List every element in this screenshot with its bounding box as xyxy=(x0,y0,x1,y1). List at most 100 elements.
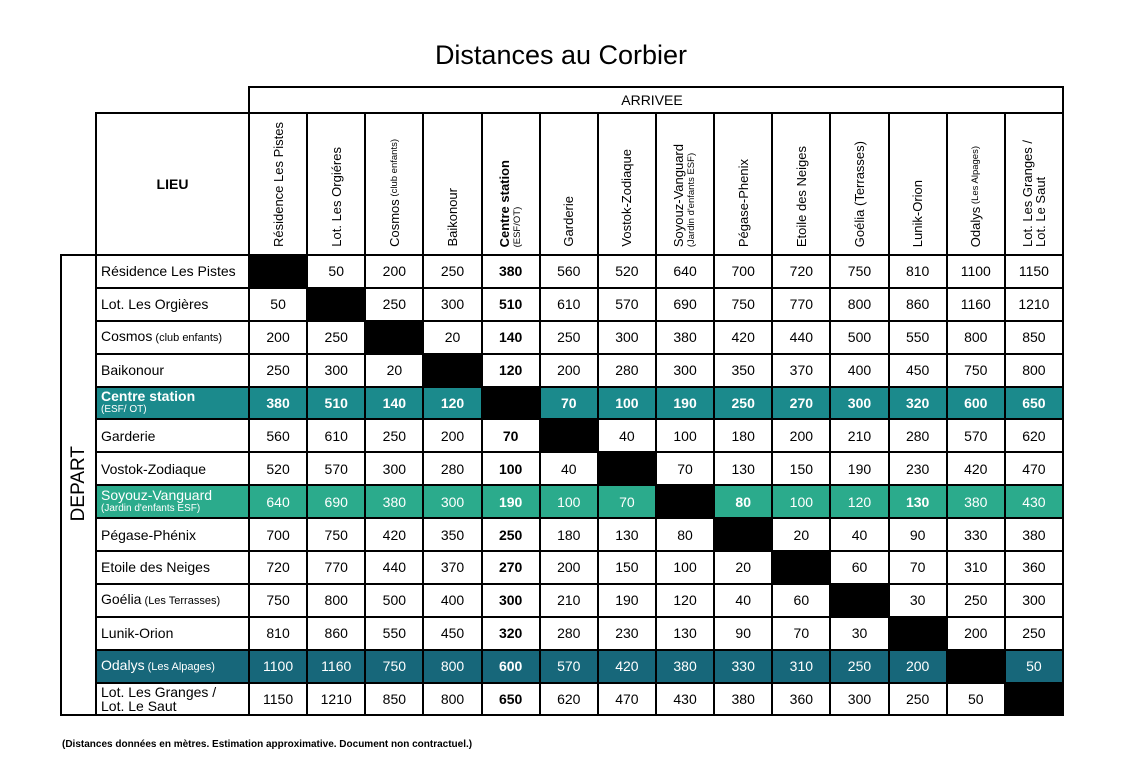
column-header-label: Centre station (ESF/OT) xyxy=(497,156,524,251)
distance-cell: 90 xyxy=(713,615,774,651)
row-label: Cosmos (club enfants) xyxy=(95,319,250,355)
distance-cell: 610 xyxy=(538,286,599,322)
column-header-label: Goélia (Terrasses) xyxy=(851,137,867,251)
distance-cell: 40 xyxy=(538,451,599,487)
distance-cell: 250 xyxy=(713,385,774,421)
distance-cell: 130 xyxy=(887,484,948,520)
distance-cell: 600 xyxy=(945,385,1006,421)
column-header: Centre station (ESF/OT) xyxy=(480,112,541,256)
column-header-label: Lot. Les Granges / Lot. Le Saut xyxy=(1020,136,1048,251)
row-label: Résidence Les Pistes xyxy=(95,254,250,289)
row-label: Lot. Les Granges / Lot. Le Saut xyxy=(95,681,250,717)
distance-cell: 280 xyxy=(538,615,599,651)
distance-cell: 300 xyxy=(306,352,367,388)
distance-cell: 50 xyxy=(1003,648,1064,684)
row-name: Lot. Les Granges / xyxy=(101,684,217,701)
distance-cell: 210 xyxy=(538,582,599,618)
distance-cell: 300 xyxy=(480,582,541,618)
row-label: Etoile des Neiges xyxy=(95,550,250,585)
column-header: Soyouz-Vanguard (Jardin d'enfants ESF) xyxy=(654,112,716,256)
distance-cell: 250 xyxy=(247,352,309,388)
distance-cell: 200 xyxy=(538,352,599,388)
distance-cell: 280 xyxy=(596,352,657,388)
depart-label: DEPART xyxy=(67,446,89,522)
distance-cell: 450 xyxy=(887,352,948,388)
distance-cell: 400 xyxy=(422,582,483,618)
distance-cell: 800 xyxy=(945,319,1006,355)
diagonal-cell xyxy=(1003,681,1064,717)
distance-cell: 140 xyxy=(480,319,541,355)
distance-cell: 800 xyxy=(422,681,483,717)
distance-cell: 360 xyxy=(1003,550,1064,585)
distance-cell: 50 xyxy=(306,254,367,289)
table-row: Lot. Les Granges / Lot. Le Saut 1150 1210 85… xyxy=(61,681,1064,717)
distance-cell: 620 xyxy=(1003,418,1064,454)
row-sub: (ESF/ OT) xyxy=(101,404,147,415)
distance-cell: 70 xyxy=(538,385,599,421)
blank-depart xyxy=(61,113,96,255)
column-name: Résidence Les Pistes xyxy=(270,121,286,247)
distance-cell: 470 xyxy=(596,681,657,717)
column-name: Lunik-Orion xyxy=(910,179,926,247)
distance-cell: 120 xyxy=(829,484,890,520)
distance-cell: 560 xyxy=(538,254,599,289)
column-name: Baikonour xyxy=(444,188,460,247)
column-name: Goélia (Terrasses) xyxy=(851,140,867,247)
diagonal-cell xyxy=(538,418,599,454)
distance-cell: 810 xyxy=(887,254,948,289)
distance-cell: 770 xyxy=(306,550,367,585)
distance-cell: 20 xyxy=(364,352,425,388)
distance-cell: 250 xyxy=(422,254,483,289)
distance-cell: 330 xyxy=(713,648,774,684)
distance-cell: 90 xyxy=(887,517,948,553)
diagonal-cell xyxy=(306,286,367,322)
row-name: Lunik-Orion xyxy=(101,625,174,642)
diagonal-cell xyxy=(364,319,425,355)
distance-cell: 690 xyxy=(306,484,367,520)
row-label: Lot. Les Orgières xyxy=(95,286,250,322)
distance-cell: 270 xyxy=(771,385,832,421)
distance-cell: 750 xyxy=(829,254,890,289)
distance-cell: 1150 xyxy=(247,681,309,717)
distance-cell: 750 xyxy=(945,352,1006,388)
distance-cell: 150 xyxy=(596,550,657,585)
distance-cell: 370 xyxy=(771,352,832,388)
arrivee-header: ARRIVEE xyxy=(248,86,1064,114)
distance-cell: 380 xyxy=(654,648,716,684)
column-header-label: Lunik-Orion xyxy=(910,176,926,251)
column-header: Lunik-Orion xyxy=(887,112,948,256)
distance-cell: 350 xyxy=(713,352,774,388)
distance-cell: 380 xyxy=(945,484,1006,520)
distance-cell: 1100 xyxy=(945,254,1006,289)
column-header: Lot. Les Granges / Lot. Le Saut xyxy=(1003,112,1064,256)
distance-cell: 70 xyxy=(771,615,832,651)
distance-cell: 420 xyxy=(713,319,774,355)
depart-header: DEPART xyxy=(60,253,97,717)
distance-cell: 280 xyxy=(887,418,948,454)
distance-cell: 40 xyxy=(829,517,890,553)
distance-cell: 250 xyxy=(480,517,541,553)
distance-cell: 70 xyxy=(887,550,948,585)
column-header: Odalys (Les Alpages) xyxy=(945,112,1006,256)
distance-cell: 800 xyxy=(306,582,367,618)
distance-cell: 1210 xyxy=(1003,286,1064,322)
distance-cell: 270 xyxy=(480,550,541,585)
distance-cell: 420 xyxy=(596,648,657,684)
distance-cell: 60 xyxy=(771,582,832,618)
row-label: Pégase-Phénix xyxy=(95,517,250,553)
diagonal-cell xyxy=(422,352,483,388)
distance-cell: 150 xyxy=(771,451,832,487)
column-sub: (Les Alpages) xyxy=(970,145,982,207)
column-header: Etoile des Neiges xyxy=(771,112,832,256)
column-header: Pégase-Phenix xyxy=(713,112,774,256)
distance-cell: 380 xyxy=(1003,517,1064,553)
distance-cell: 250 xyxy=(538,319,599,355)
row-name: Baikonour xyxy=(101,362,165,379)
distance-cell: 200 xyxy=(247,319,309,355)
row-name: Centre station xyxy=(101,388,196,404)
column-header-label: Etoile des Neiges xyxy=(794,142,809,251)
distance-cell: 700 xyxy=(713,254,774,289)
distance-cell: 770 xyxy=(771,286,832,322)
distance-cell: 300 xyxy=(596,319,657,355)
row-label: Garderie xyxy=(95,418,250,454)
